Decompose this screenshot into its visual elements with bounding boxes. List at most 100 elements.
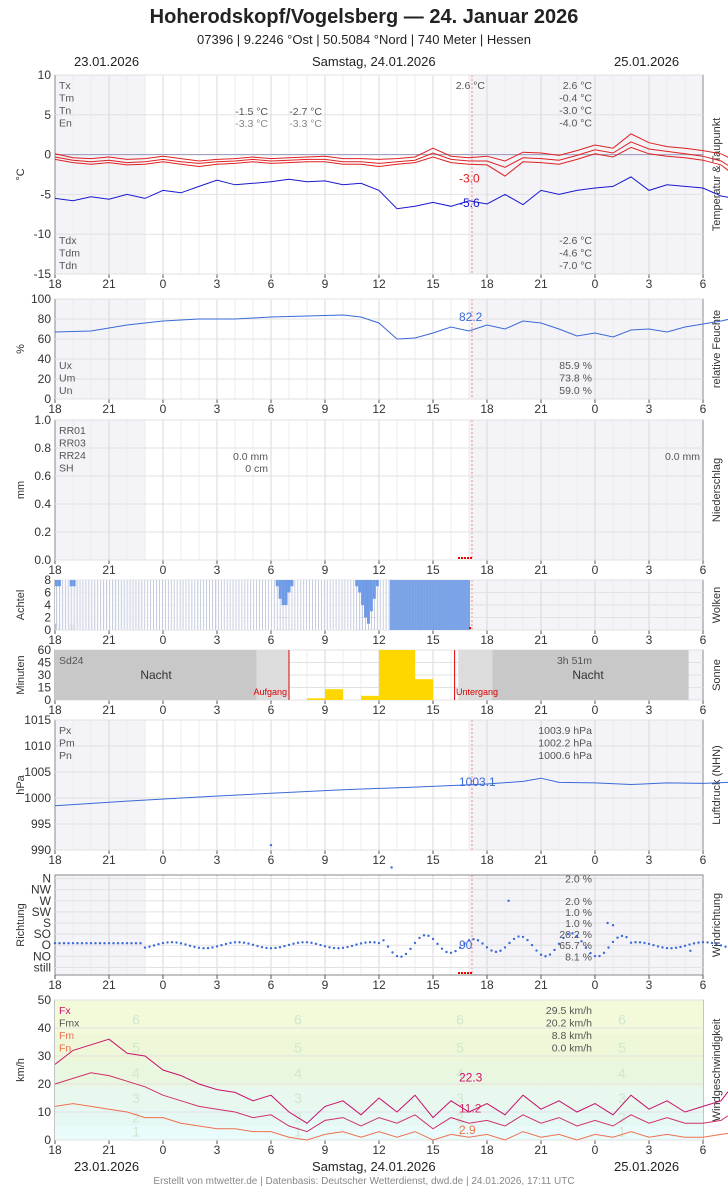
dir-point	[269, 844, 273, 847]
dir-point	[701, 941, 705, 944]
stat-key: Tn	[59, 105, 71, 117]
x-tick-label: 0	[592, 633, 599, 647]
x-tick-label: 0	[592, 978, 599, 992]
beaufort-label: 5	[294, 1040, 302, 1056]
x-tick-label: 3	[214, 402, 221, 416]
y-tick-label: 45	[38, 656, 52, 670]
stat-en-1: -3.3 °C	[235, 118, 268, 130]
dir-tick-label: SO	[34, 927, 51, 941]
date-right-top: 25.01.2026	[614, 54, 680, 69]
beaufort-label: 3	[132, 1090, 140, 1106]
x-tick-label: 9	[322, 703, 329, 717]
y-tick-label: 0.8	[34, 441, 51, 455]
stat-value: 85.9 %	[559, 360, 592, 372]
dir-point	[80, 942, 84, 945]
dir-point	[634, 941, 637, 944]
cloud-bar	[364, 580, 367, 618]
dir-point	[606, 921, 609, 925]
x-tick-label: 0	[160, 633, 167, 647]
y-tick-label: 40	[38, 352, 52, 366]
y-tick-label: 60	[38, 643, 52, 657]
dir-point	[575, 934, 579, 938]
x-tick-label: 12	[372, 402, 386, 416]
sun-bar	[397, 650, 415, 700]
dir-tick-label: NO	[33, 949, 51, 963]
dir-point	[58, 942, 61, 945]
x-tick-label: 18	[48, 703, 62, 717]
dir-point	[71, 942, 75, 945]
x-tick-label: 0	[592, 703, 599, 717]
dir-point	[143, 946, 147, 949]
x-tick-label: 6	[268, 277, 275, 291]
beaufort-label: 4	[132, 1065, 140, 1081]
x-tick-label: 9	[322, 978, 329, 992]
dir-point	[706, 941, 709, 944]
x-tick-label: 15	[426, 703, 440, 717]
series-tn	[54, 146, 728, 177]
dir-point	[301, 941, 304, 944]
dir-point	[265, 946, 268, 950]
x-tick-label: 0	[160, 563, 167, 577]
beaufort-label: 5	[618, 1040, 626, 1056]
stat-tx-mid: 2.6 °C	[456, 80, 486, 92]
x-tick-label: 9	[322, 277, 329, 291]
night-shade-left	[55, 720, 145, 850]
sun-bar	[325, 689, 343, 700]
dir-point	[211, 946, 214, 949]
dir-point	[431, 937, 435, 941]
x-tick-label: 3	[646, 1143, 653, 1157]
dir-point	[94, 942, 97, 945]
night-shade-right	[469, 720, 703, 850]
stat-key: Fn	[59, 1043, 71, 1055]
twilight-left	[256, 650, 289, 700]
x-tick-label: 3	[214, 978, 221, 992]
cloud-bar	[69, 580, 73, 587]
no-data-mark	[470, 557, 472, 559]
y-tick-label: -5	[40, 187, 51, 201]
stat-key: Ux	[59, 360, 73, 372]
side-label: Niederschlag	[711, 458, 723, 522]
dir-tick-label: still	[34, 960, 51, 974]
dir-point	[512, 937, 516, 941]
beaufort-label: 1	[618, 1124, 626, 1140]
dir-point	[670, 947, 673, 950]
x-tick-label: 15	[426, 563, 440, 577]
dir-point	[152, 944, 156, 947]
y-tick-label: 1005	[24, 765, 51, 779]
dir-point	[724, 945, 727, 948]
dir-point	[530, 943, 534, 947]
stat-rr24-right: 0.0 mm	[665, 451, 700, 463]
dir-point	[629, 941, 633, 944]
date-left-top: 23.01.2026	[74, 54, 140, 69]
stat-key: Un	[59, 385, 73, 397]
y-tick-label: 0	[44, 1133, 51, 1147]
x-tick-label: 9	[322, 633, 329, 647]
dir-point	[193, 945, 196, 949]
dir-point	[562, 936, 565, 940]
beaufort-label: 6	[132, 1012, 140, 1028]
stat-sun-total: 3h 51m	[557, 655, 592, 667]
stat-value: 0.0 km/h	[552, 1043, 592, 1055]
x-tick-label: 15	[426, 402, 440, 416]
y-tick-label: 30	[38, 668, 52, 682]
x-tick-label: 21	[102, 853, 116, 867]
cloud-bar	[366, 580, 370, 624]
beaufort-band	[55, 1033, 703, 1062]
stat-value: -0.4 °C	[559, 93, 592, 105]
dir-point	[499, 949, 502, 952]
cloud-bar	[375, 580, 379, 587]
dir-point	[607, 946, 610, 949]
dir-point	[98, 942, 102, 945]
series-fn	[54, 1103, 728, 1141]
stat-key: Tdn	[59, 260, 77, 272]
end-label-fm: 11.2	[459, 1102, 482, 1116]
x-tick-label: 15	[426, 633, 440, 647]
dir-point	[364, 941, 367, 944]
y-tick-label: 50	[38, 993, 52, 1007]
cloud-bar	[361, 580, 365, 605]
dir-point	[643, 941, 646, 945]
dir-tick-label: O	[42, 938, 51, 952]
x-tick-label: 3	[214, 703, 221, 717]
y-axis-label: mm	[15, 481, 27, 499]
x-tick-label: 12	[372, 633, 386, 647]
